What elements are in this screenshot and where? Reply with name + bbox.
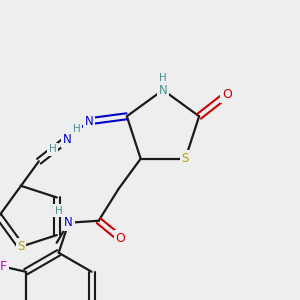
Text: H: H bbox=[159, 73, 167, 83]
Text: O: O bbox=[116, 232, 126, 245]
Text: O: O bbox=[222, 88, 232, 101]
Text: H: H bbox=[73, 124, 81, 134]
Text: H: H bbox=[49, 144, 57, 154]
Text: F: F bbox=[0, 260, 7, 273]
Text: N: N bbox=[62, 133, 71, 146]
Text: N: N bbox=[159, 83, 167, 97]
Text: H: H bbox=[55, 206, 62, 216]
Text: N: N bbox=[85, 115, 93, 128]
Text: S: S bbox=[17, 240, 25, 253]
Text: N: N bbox=[64, 216, 73, 229]
Text: S: S bbox=[182, 152, 189, 165]
